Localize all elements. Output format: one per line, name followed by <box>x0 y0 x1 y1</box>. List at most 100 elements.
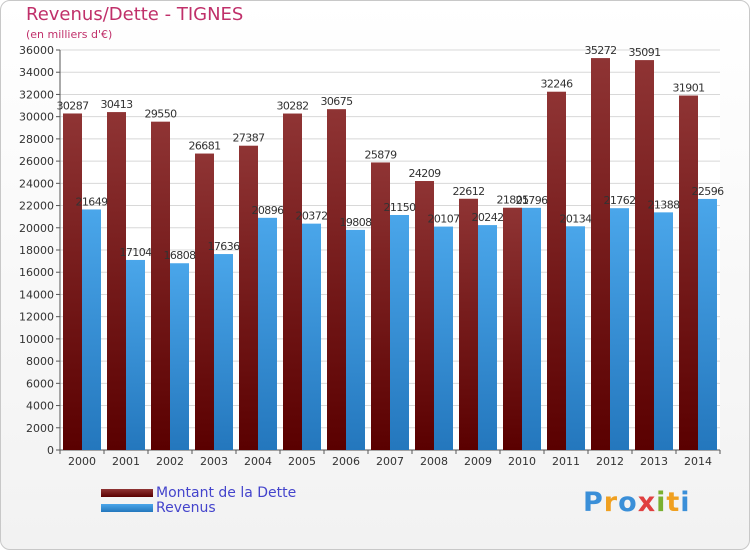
y-tick-label: 28000 <box>19 133 54 146</box>
y-tick-label: 8000 <box>26 355 54 368</box>
data-label: 30413 <box>101 98 134 111</box>
bar-dette <box>415 181 434 450</box>
bar-revenus <box>478 225 497 450</box>
data-label: 30675 <box>321 95 354 108</box>
chart-subtitle: (en milliers d'€) <box>26 28 113 41</box>
data-label: 21649 <box>76 195 109 208</box>
x-tick-label: 2006 <box>332 455 360 468</box>
data-label: 21796 <box>516 194 549 207</box>
bar-revenus <box>654 212 673 450</box>
x-tick-label: 2013 <box>640 455 668 468</box>
bar-revenus <box>258 217 277 450</box>
bar-dette <box>459 198 478 450</box>
bar-dette <box>63 113 82 450</box>
x-tick-label: 2004 <box>244 455 272 468</box>
bars <box>63 58 717 451</box>
logo-letter: o <box>618 487 638 518</box>
x-tick-label: 2014 <box>684 455 712 468</box>
y-tick-label: 6000 <box>26 377 54 390</box>
data-label: 16808 <box>164 249 197 262</box>
bar-dette <box>503 207 522 450</box>
data-label: 24209 <box>409 167 442 180</box>
x-tick-label: 2000 <box>68 455 96 468</box>
bar-dette <box>679 95 698 451</box>
data-label: 32246 <box>541 78 574 91</box>
logo-letter: t <box>666 487 681 518</box>
proxiti-logo: Proxiti <box>583 487 691 518</box>
y-tick-label: 14000 <box>19 288 54 301</box>
y-tick-label: 34000 <box>19 66 54 79</box>
bar-revenus <box>566 226 585 450</box>
y-tick-label: 22000 <box>19 200 54 213</box>
x-tick-label: 2011 <box>552 455 580 468</box>
bar-dette <box>327 109 346 451</box>
y-tick-label: 2000 <box>26 422 54 435</box>
data-label: 22596 <box>692 185 725 198</box>
x-tick-label: 2008 <box>420 455 448 468</box>
y-tick-label: 24000 <box>19 177 54 190</box>
bar-revenus <box>346 229 365 450</box>
y-tick-label: 30000 <box>19 111 54 124</box>
x-tick-label: 2005 <box>288 455 316 468</box>
data-label: 31901 <box>673 82 705 95</box>
y-tick-label: 20000 <box>19 222 54 235</box>
x-tick-label: 2001 <box>112 455 140 468</box>
data-label: 22612 <box>453 185 485 198</box>
logo-letter: P <box>583 487 604 518</box>
logo-letter: x <box>637 487 657 518</box>
legend-label-revenus: Revenus <box>156 500 216 516</box>
data-label: 30287 <box>57 99 90 112</box>
legend-label-debt: Montant de la Dette <box>156 485 297 501</box>
data-label: 17636 <box>208 240 241 253</box>
data-label: 26681 <box>189 140 221 153</box>
y-tick-label: 36000 <box>19 44 54 57</box>
x-tick-label: 2007 <box>376 455 404 468</box>
bar-dette <box>591 58 610 450</box>
bar-dette <box>547 91 566 450</box>
legend-swatch-revenus <box>101 504 153 512</box>
y-tick-label: 10000 <box>19 333 54 346</box>
data-label: 35091 <box>629 46 661 59</box>
data-label: 20896 <box>252 204 285 217</box>
bar-revenus <box>302 223 321 450</box>
legend-swatch-debt <box>101 489 153 497</box>
chart-title: Revenus/Dette - TIGNES <box>26 4 244 25</box>
data-label: 21762 <box>604 194 636 207</box>
axes: 0 2000 4000 6000 8000 10000 12000 14000 16000 180… <box>19 44 721 468</box>
bar-revenus <box>522 207 541 450</box>
x-tick-label: 2002 <box>156 455 184 468</box>
bar-revenus <box>390 215 409 450</box>
y-tick-label: 4000 <box>26 400 54 413</box>
y-tick-label: 32000 <box>19 88 54 101</box>
bar-dette <box>371 162 390 450</box>
bar-revenus <box>610 208 629 450</box>
logo-letter: r <box>603 487 619 518</box>
y-tick-label: 16000 <box>19 266 54 279</box>
y-tick-label: 18000 <box>19 244 54 257</box>
bar-revenus <box>434 226 453 450</box>
bar-dette <box>239 145 258 450</box>
data-label: 20242 <box>472 211 504 224</box>
data-label: 20107 <box>428 213 461 226</box>
x-tick-label: 2012 <box>596 455 624 468</box>
x-tick-label: 2009 <box>464 455 492 468</box>
x-tick-label: 2003 <box>200 455 228 468</box>
bar-revenus <box>170 263 189 450</box>
bar-revenus <box>698 198 717 450</box>
data-label: 29550 <box>145 108 178 121</box>
bar-dette <box>635 60 654 450</box>
y-tick-label: 0 <box>47 444 54 457</box>
y-tick-label: 12000 <box>19 311 54 324</box>
data-label: 25879 <box>365 148 398 161</box>
data-label: 35272 <box>585 44 617 57</box>
bar-dette <box>107 112 126 451</box>
data-label: 21805 <box>497 194 530 207</box>
y-tick-label: 26000 <box>19 155 54 168</box>
bar-revenus <box>214 254 233 450</box>
bar-dette <box>151 121 170 451</box>
data-label: 20134 <box>560 212 593 225</box>
bar-revenus <box>126 259 145 450</box>
data-label: 27387 <box>233 132 266 145</box>
bar-revenus <box>82 209 101 450</box>
